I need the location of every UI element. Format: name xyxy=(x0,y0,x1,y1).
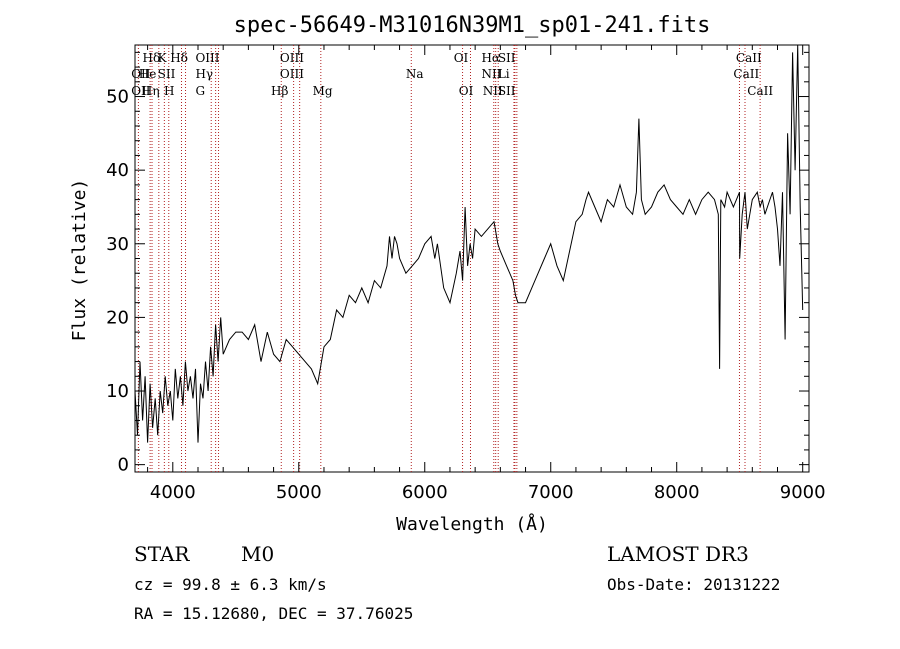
spectral-line-label: CaII xyxy=(733,67,759,81)
spectral-line-label: Hβ xyxy=(271,84,288,98)
spectral-line-label: Hδ xyxy=(170,51,188,65)
spectral-line-label: Mg xyxy=(313,84,333,98)
spectral-line-label: OIII xyxy=(280,51,304,65)
spectral-line-label: K xyxy=(158,51,168,65)
chart-title: spec-56649-M31016N39M1_sp01-241.fits xyxy=(234,13,711,38)
spectral-line-label: G xyxy=(195,84,205,98)
x-tick-label: 8000 xyxy=(654,482,700,503)
survey-name: LAMOST DR3 xyxy=(607,542,749,566)
spectral-line-label: Na xyxy=(406,67,424,81)
spectral-line-label: OI xyxy=(459,84,474,98)
spectral-line-label: NII xyxy=(483,84,503,98)
spectral-line-label: OI xyxy=(454,51,469,65)
spectral-line-label: SII xyxy=(158,67,176,81)
y-axis-label: Flux (relative) xyxy=(69,179,90,342)
y-tick-label: 50 xyxy=(106,87,129,108)
spectral-line-label: OIII xyxy=(280,67,304,81)
plot-frame xyxy=(134,44,810,473)
x-tick-label: 5000 xyxy=(276,482,322,503)
spectrum-line xyxy=(134,44,804,443)
object-subclass: M0 xyxy=(241,542,274,566)
spectral-line-label: CaII xyxy=(747,84,773,98)
spectral-line-label: OII xyxy=(131,84,151,98)
y-tick-label: 0 xyxy=(118,455,129,476)
x-tick-label: 9000 xyxy=(780,482,826,503)
spectral-line-label: OII xyxy=(131,67,151,81)
spectral-line-label: Hα xyxy=(481,51,500,65)
x-tick-label: 4000 xyxy=(150,482,196,503)
redshift-value: cz = 99.8 ± 6.3 km/s xyxy=(134,575,327,594)
spectral-line-label: SII xyxy=(498,84,516,98)
spectral-line-label: He xyxy=(139,67,157,81)
spectral-line-label: CaII xyxy=(736,51,762,65)
spectral-line-label: H xyxy=(164,84,174,98)
x-tick-label: 6000 xyxy=(402,482,448,503)
x-axis-label: Wavelength (Å) xyxy=(396,513,548,535)
spectral-line-label: Hδ xyxy=(143,51,161,65)
axis-ticks: 4000 5000 6000 7000 8000 9000 0 10 20 30 40 50 xyxy=(106,45,826,503)
spectral-line-label: Hη xyxy=(142,84,160,98)
object-class: STAR xyxy=(134,542,190,566)
spectral-line-label: Hγ xyxy=(195,67,213,81)
observation-date: Obs-Date: 20131222 xyxy=(607,575,780,594)
spectral-line-label: OIII xyxy=(195,51,219,65)
spectral-line-label: NII xyxy=(481,67,501,81)
spectral-line-markers xyxy=(137,45,761,472)
spectral-line-label: SII xyxy=(498,51,516,65)
coordinates: RA = 15.12680, DEC = 37.76025 xyxy=(134,604,413,623)
spectral-line-label: Li xyxy=(498,67,510,81)
x-tick-label: 7000 xyxy=(528,482,574,503)
y-tick-label: 30 xyxy=(106,234,129,255)
y-tick-label: 20 xyxy=(106,307,129,328)
y-tick-label: 10 xyxy=(106,381,129,402)
y-tick-label: 40 xyxy=(106,160,129,181)
